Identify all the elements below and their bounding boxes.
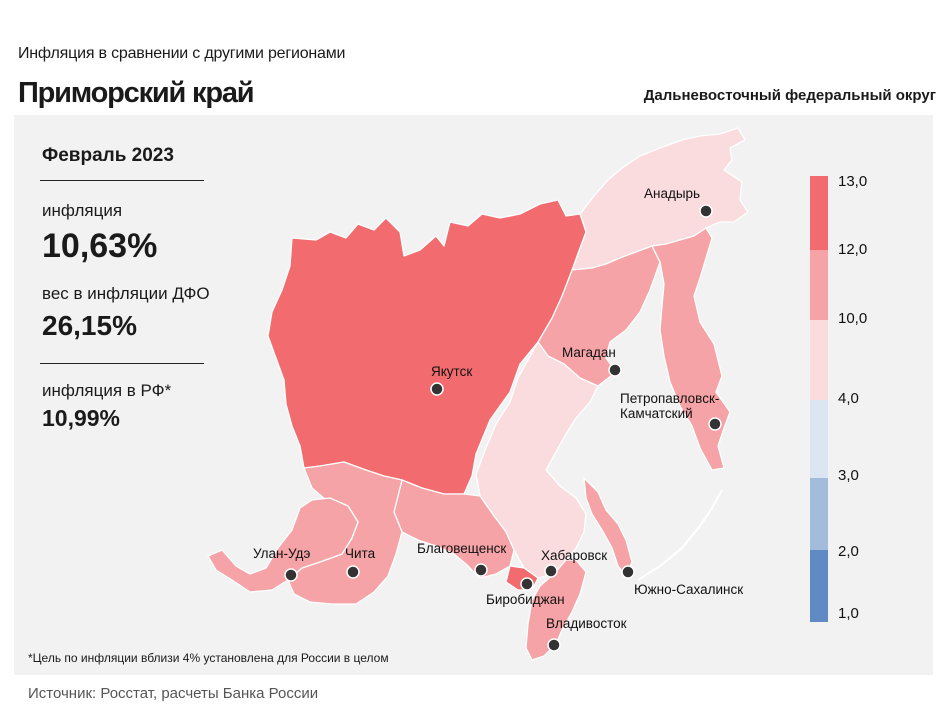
- legend-tick: 3,0: [838, 467, 859, 484]
- city-label: Петропавловск-: [620, 391, 719, 406]
- city-label: Камчатский: [620, 406, 693, 421]
- city-marker-birobidzhan: [520, 577, 534, 591]
- legend-tick: 10,0: [838, 310, 867, 327]
- city-label: Якутск: [431, 364, 472, 379]
- color-scale-legend: 13,0 12,0 10,0 4,0 3,0 2,0 1,0: [810, 173, 867, 622]
- legend-swatch: [810, 176, 828, 250]
- legend-tick: 12,0: [838, 241, 867, 258]
- city-marker-petropavlovsk: [708, 417, 722, 431]
- city-label: Благовещенск: [417, 541, 506, 556]
- legend-swatch: [810, 478, 828, 550]
- city-label: Владивосток: [546, 616, 627, 631]
- city-marker-vladivostok: [547, 638, 561, 652]
- legend-swatch: [810, 250, 828, 320]
- city-marker-magadan: [608, 363, 622, 377]
- legend-swatch: [810, 400, 828, 478]
- region-yakutia: [267, 199, 587, 495]
- city-marker-chita: [346, 565, 360, 579]
- divider: [40, 180, 204, 181]
- city-label: Биробиджан: [486, 592, 565, 607]
- rf-inflation-value: 10,99%: [42, 405, 121, 431]
- legend-tick: 2,0: [838, 543, 859, 560]
- footnote: *Цель по инфляции вблизи 4% установлена …: [28, 651, 389, 665]
- city-label: Анадырь: [644, 186, 700, 201]
- region-khabarovsk: [475, 341, 599, 579]
- source-note: Источник: Росстат, расчеты Банка России: [28, 685, 319, 702]
- divider: [40, 363, 204, 364]
- city-label: Чита: [345, 546, 376, 561]
- inflation-label: инфляция: [42, 201, 123, 220]
- inflation-value: 10,63%: [42, 227, 158, 265]
- rf-inflation-label: инфляция в РФ*: [42, 381, 172, 400]
- city-marker-anadyr: [699, 204, 713, 218]
- city-marker-khabarovsk: [544, 564, 558, 578]
- city-marker-yakutsk: [430, 382, 444, 396]
- city-marker-ulan-ude: [284, 568, 298, 582]
- city-label: Хабаровск: [541, 548, 607, 563]
- district-label: Дальневосточный федеральный округ: [643, 87, 936, 104]
- legend-tick: 13,0: [838, 173, 867, 190]
- city-marker-yuzhno-sakhalinsk: [621, 565, 635, 579]
- page-title: Приморский край: [18, 77, 255, 109]
- city-label: Улан-Удэ: [253, 546, 311, 561]
- weight-label: вес в инфляции ДФО: [42, 284, 210, 303]
- city-marker-blagoveshchensk: [474, 563, 488, 577]
- city-label: Южно-Сахалинск: [634, 582, 743, 597]
- city-label: Магадан: [562, 345, 616, 360]
- legend-swatch: [810, 320, 828, 400]
- region-kamchatka: [651, 227, 731, 471]
- region-amur: [393, 479, 515, 579]
- kuril-islands: [637, 489, 723, 581]
- region-buryatia: [207, 497, 359, 593]
- legend-swatch: [810, 550, 828, 622]
- legend-tick: 1,0: [838, 605, 859, 622]
- legend-tick: 4,0: [838, 390, 859, 407]
- weight-value: 26,15%: [42, 310, 137, 341]
- subtitle: Инфляция в сравнении с другими регионами: [18, 45, 346, 62]
- period-label: Февраль 2023: [42, 145, 174, 166]
